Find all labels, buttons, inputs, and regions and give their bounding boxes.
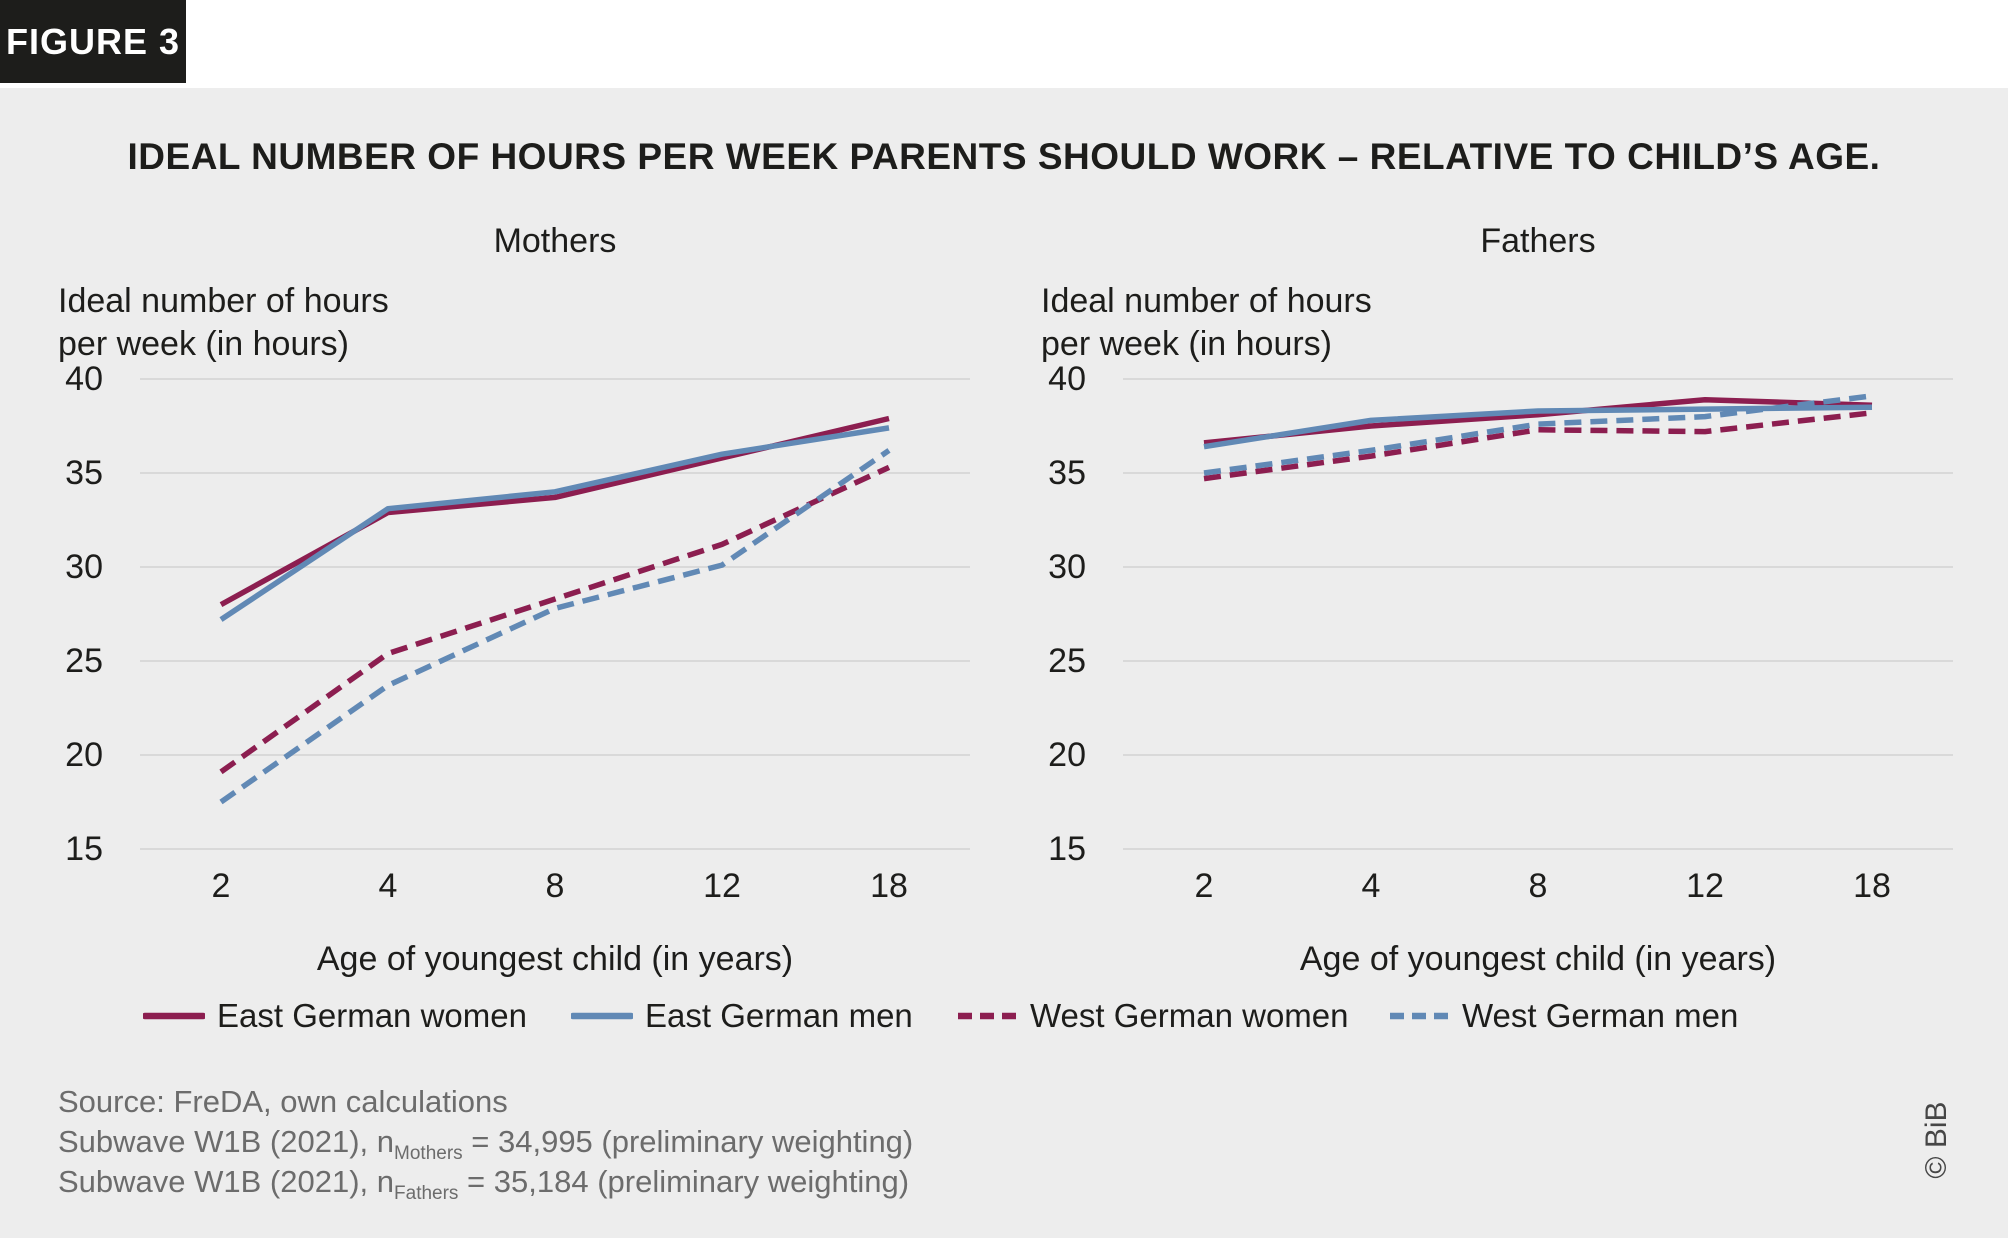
y-tick-label: 40 [65,360,103,398]
y-tick-label: 35 [65,454,103,492]
panel-fathers: Fathers Ideal number of hours per week (… [1041,222,1953,978]
legend-item-west-german-men: West German men [1388,996,1738,1036]
panel-mothers-y-axis-title: Ideal number of hours per week (in hours… [58,280,658,366]
panel-mothers-title: Mothers [493,222,617,260]
y-tick-label: 25 [65,642,103,680]
x-tick-label: 8 [1528,867,1548,905]
x-tick-label: 12 [703,867,741,905]
series-line-east-german-men [219,425,890,622]
x-tick-label: 2 [211,867,231,905]
legend-label: East German women [217,997,527,1034]
x-tick-label: 8 [545,867,565,905]
chart-background [0,88,2008,1238]
y-tick-label: 25 [1048,642,1086,680]
series-line-east-german-men [1203,404,1873,450]
legend-item-east-german-women: East German women [143,996,527,1036]
panel-mothers-plot [140,378,970,850]
panel-fathers-plot [1123,378,1953,850]
chart-legend: East German women East German men West Ger… [0,996,2008,1036]
y-tick-label: 30 [65,548,103,586]
figure-badge: FIGURE 3 [0,0,186,83]
x-tick-label: 18 [1853,867,1891,905]
chart-title: IDEAL NUMBER OF HOURS PER WEEK PARENTS S… [127,136,1881,177]
series-line-west-german-women [1203,410,1873,482]
panel-fathers-y-axis-title: Ideal number of hours per week (in hours… [1041,280,1641,366]
panel-fathers-x-axis-label: Age of youngest child (in years) [1299,940,1777,978]
legend-label: West German women [1030,997,1349,1034]
x-tick-label: 18 [870,867,908,905]
panel-mothers: Mothers Ideal number of hours per week (… [58,222,970,978]
y-tick-label: 35 [1048,454,1086,492]
y-tick-label: 20 [1048,736,1086,774]
copyright-label: © BiB [1920,1101,1953,1179]
panel-fathers-title: Fathers [1480,222,1596,260]
x-tick-label: 4 [378,867,398,905]
y-tick-label: 15 [1048,830,1086,868]
y-axis-title-line2: per week (in hours) [1041,325,1333,363]
y-tick-label: 30 [1048,548,1086,586]
source-line: Source: FreDA, own calculations [58,1084,508,1119]
series-line-west-german-women [219,464,891,775]
figure-badge-label: FIGURE 3 [5,20,181,62]
legend-label: West German men [1462,997,1739,1034]
x-tick-label: 12 [1686,867,1724,905]
series-line-west-german-men [1203,393,1873,476]
subscript-fathers: Fathers [394,1183,459,1205]
top-bar: FIGURE 3 [0,0,2008,88]
x-tick-label: 4 [1361,867,1381,905]
series-line-west-german-men [219,448,891,805]
subwave-fathers-line: Subwave W1B (2021), nFathers = 35,184 (p… [58,1164,910,1205]
y-tick-label: 40 [1048,360,1086,398]
legend-item-east-german-men: East German men [571,996,913,1036]
y-axis-title-line1: Ideal number of hours [1041,282,1372,320]
x-tick-label: 2 [1194,867,1214,905]
y-axis-title-line1: Ideal number of hours [58,282,389,320]
y-tick-label: 20 [65,736,103,774]
subwave-mothers-line: Subwave W1B (2021), nMothers = 34,995 (p… [58,1124,914,1165]
y-axis-title-line2: per week (in hours) [58,325,350,363]
legend-label: East German men [645,997,913,1034]
subscript-mothers: Mothers [394,1143,463,1165]
y-tick-label: 15 [65,830,103,868]
legend-item-west-german-women: West German women [956,996,1349,1036]
source-note: Source: FreDA, own calculations Subwave … [58,1082,914,1205]
panel-mothers-x-axis-label: Age of youngest child (in years) [316,940,794,978]
